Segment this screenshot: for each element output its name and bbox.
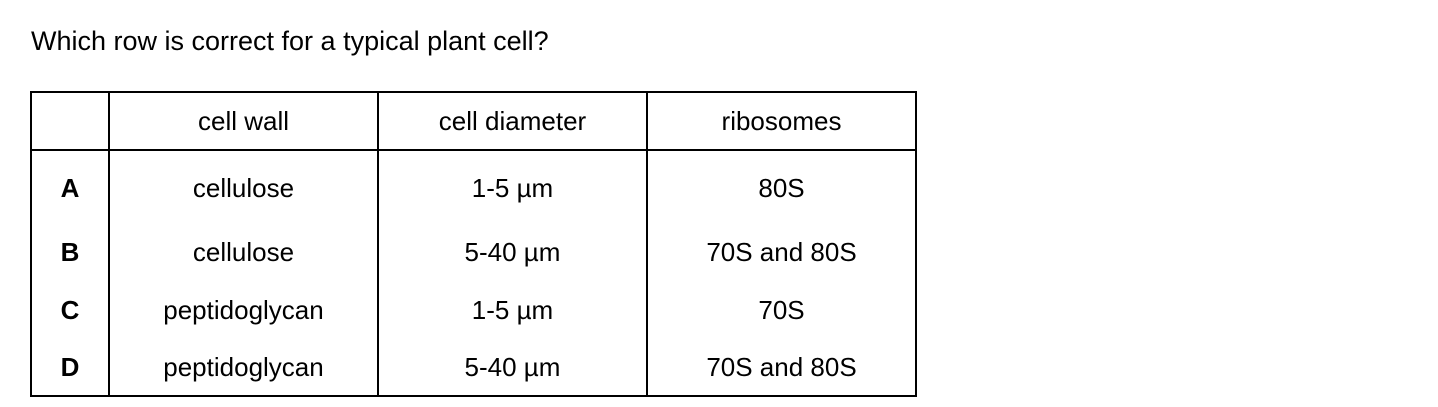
header-cell-letter [30, 92, 110, 151]
table-row: D peptidoglycan 5-40 µm 70S and 80S [30, 339, 917, 396]
ribosomes-value: 70S and 80S [646, 223, 917, 281]
ribosomes-value: 80S [646, 150, 917, 223]
cell-wall-value: peptidoglycan [108, 281, 379, 339]
table-row: A cellulose 1-5 µm 80S [30, 150, 917, 223]
table-row: B cellulose 5-40 µm 70S and 80S [30, 223, 917, 281]
question-text: Which row is correct for a typical plant… [31, 26, 549, 56]
cell-diameter-value: 5-40 µm [377, 339, 648, 396]
header-cell-diameter: cell diameter [377, 92, 648, 151]
cell-wall-value: cellulose [108, 150, 379, 223]
cell-diameter-value: 5-40 µm [377, 223, 648, 281]
cell-wall-value: cellulose [108, 223, 379, 281]
answer-table: cell wall cell diameter ribosomes A cell… [30, 91, 917, 397]
cell-diameter-value: 1-5 µm [377, 281, 648, 339]
option-letter: B [30, 223, 110, 281]
option-letter: A [30, 150, 110, 223]
table-row: C peptidoglycan 1-5 µm 70S [30, 281, 917, 339]
cell-diameter-value: 1-5 µm [377, 150, 648, 223]
header-ribosomes: ribosomes [646, 92, 917, 151]
option-letter: C [30, 281, 110, 339]
option-letter: D [30, 339, 110, 396]
table-header-row: cell wall cell diameter ribosomes [30, 92, 917, 151]
header-cell-wall: cell wall [108, 92, 379, 151]
ribosomes-value: 70S and 80S [646, 339, 917, 396]
cell-wall-value: peptidoglycan [108, 339, 379, 396]
ribosomes-value: 70S [646, 281, 917, 339]
